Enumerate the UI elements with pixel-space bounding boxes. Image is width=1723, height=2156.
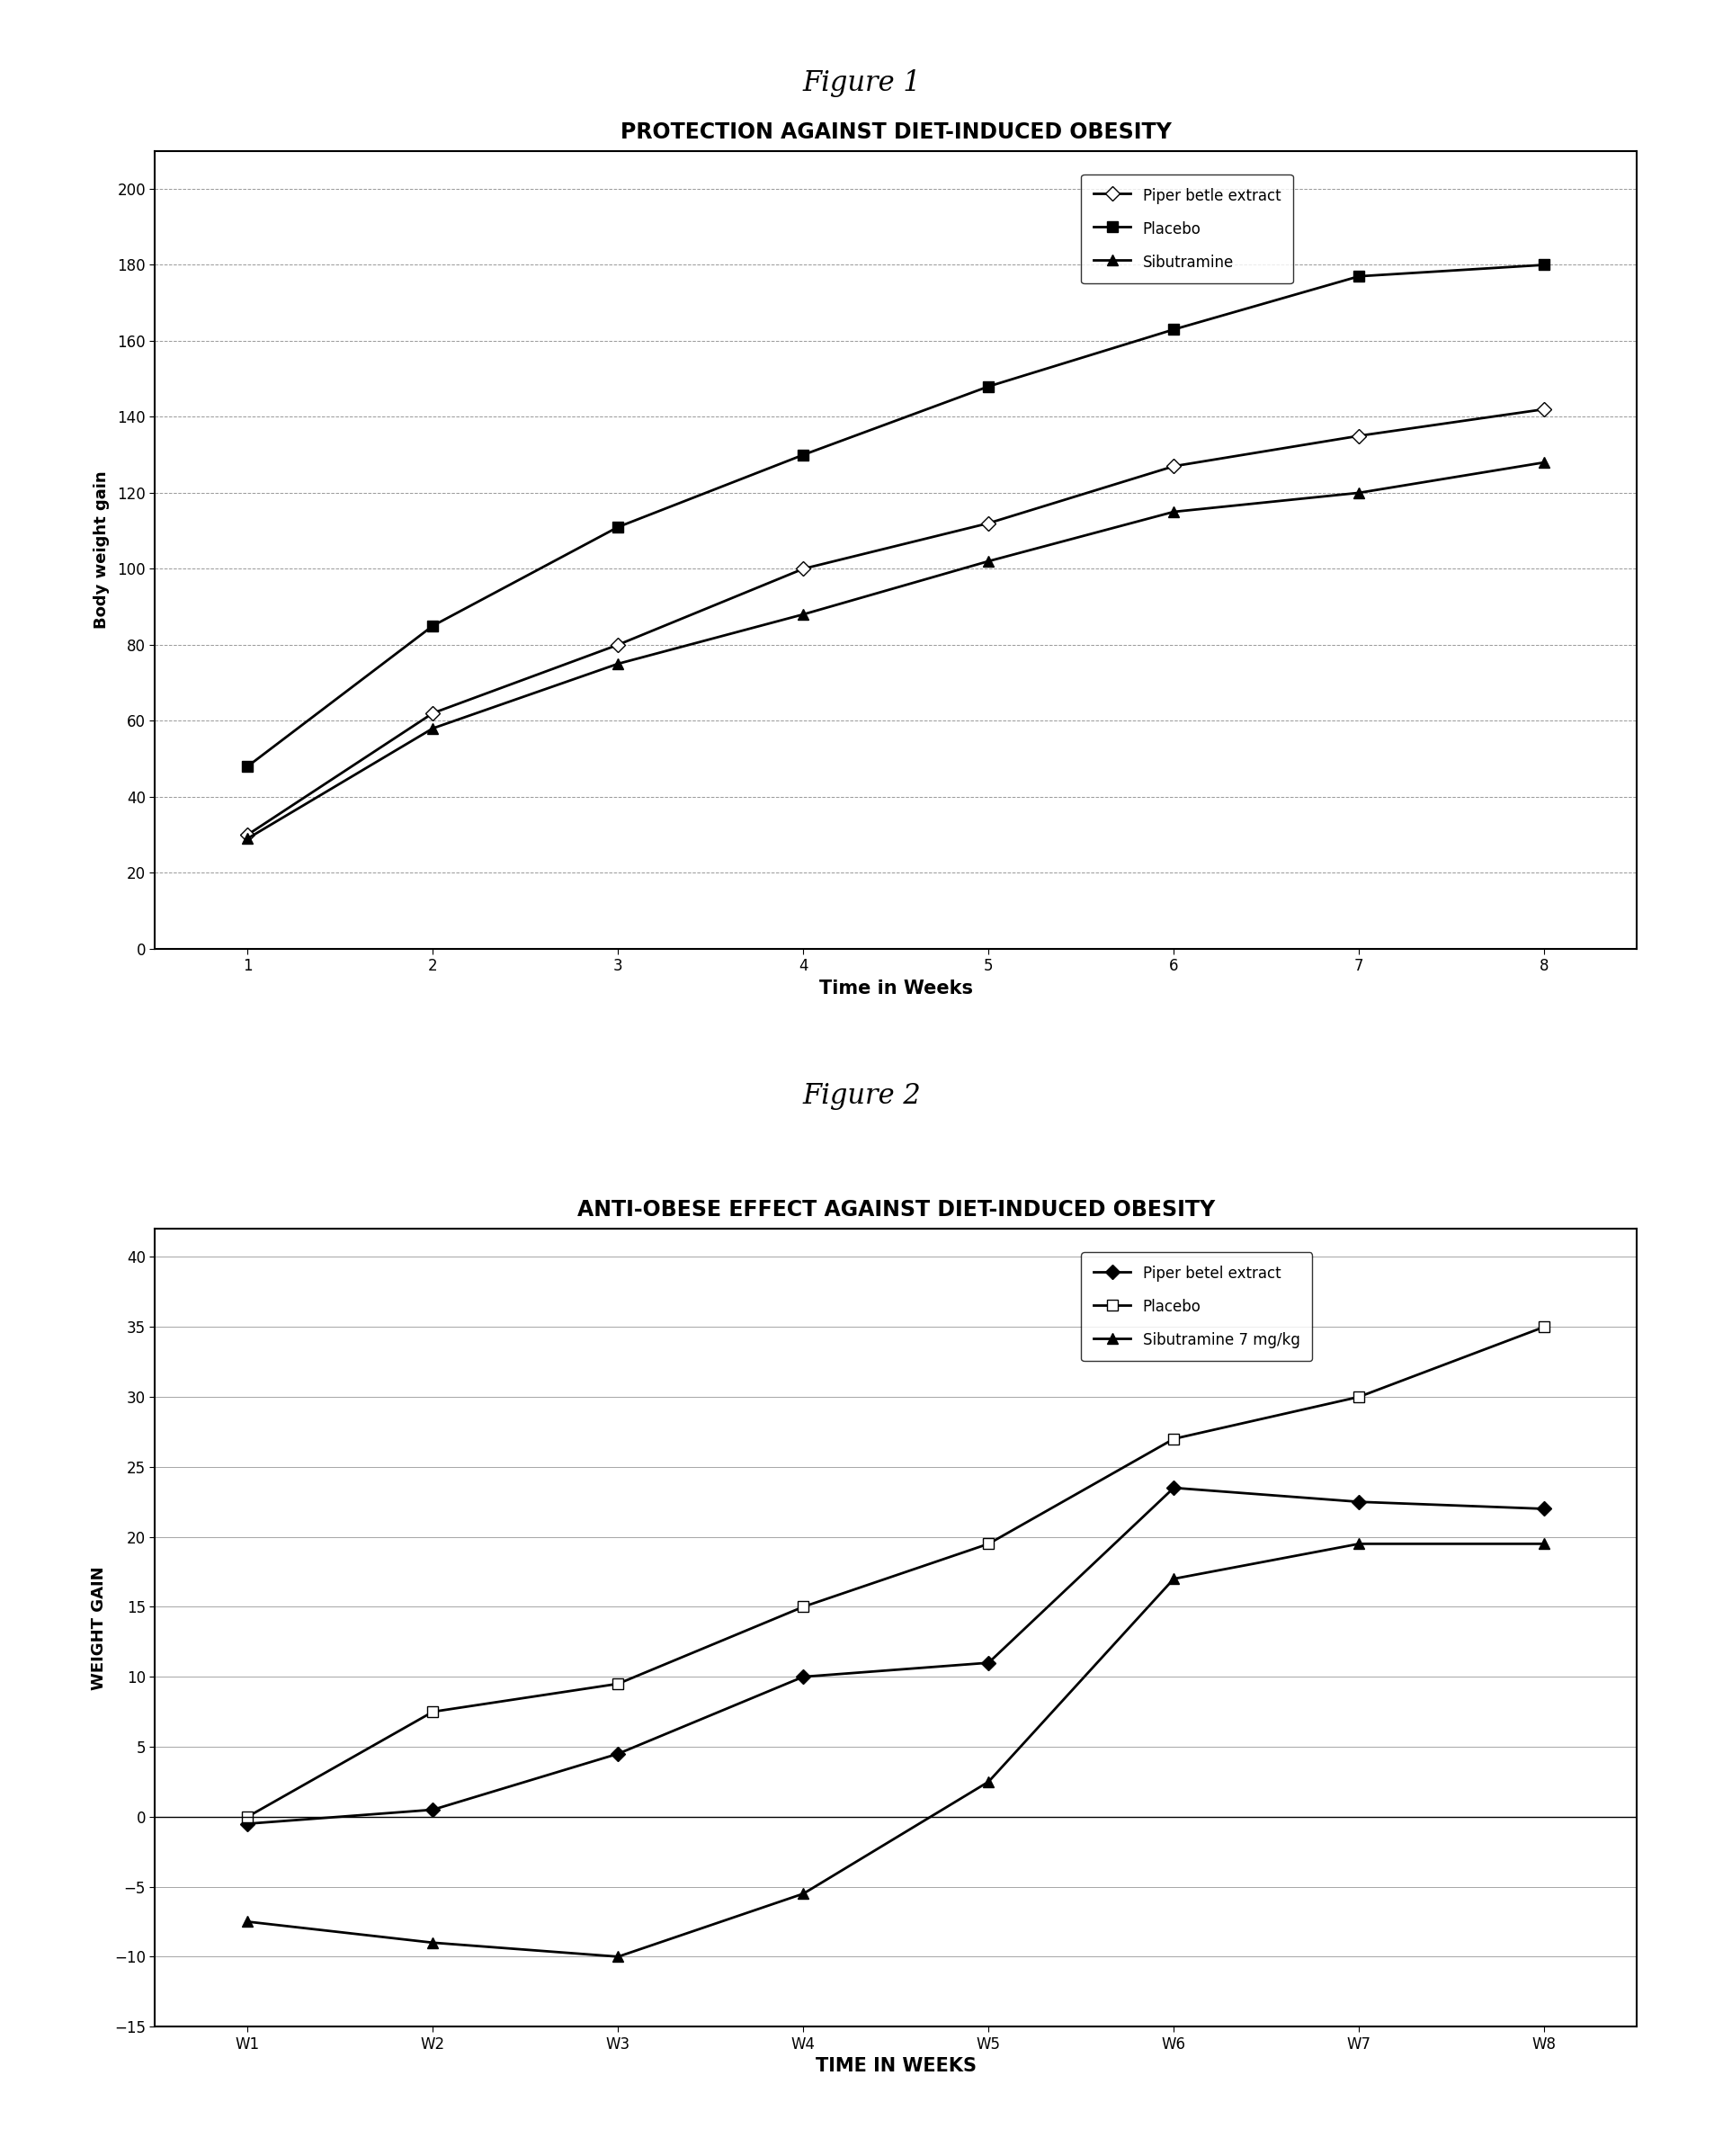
Sibutramine <box>238 826 258 852</box>
Legend: Piper betel extract, Placebo, Sibutramine 7 mg/kg: Piper betel extract, Placebo, Sibutramin… <box>1082 1253 1311 1360</box>
Line: Sibutramine: Sibutramine <box>243 457 1549 843</box>
Sibutramine <box>608 651 629 677</box>
Sibutramine 7 mg/kg <box>1349 1531 1370 1557</box>
Placebo <box>608 513 629 539</box>
Line: Piper betel extract: Piper betel extract <box>243 1483 1549 1828</box>
Line: Placebo: Placebo <box>243 261 1549 772</box>
Line: Sibutramine 7 mg/kg: Sibutramine 7 mg/kg <box>243 1539 1549 1962</box>
Piper betel extract <box>1533 1496 1554 1522</box>
Piper betel extract <box>1163 1475 1184 1501</box>
Text: Figure 1: Figure 1 <box>803 69 920 97</box>
Y-axis label: Body weight gain: Body weight gain <box>93 470 110 630</box>
Piper betle extract <box>979 511 999 537</box>
Y-axis label: WEIGHT GAIN: WEIGHT GAIN <box>91 1565 107 1690</box>
Sibutramine <box>1533 448 1554 474</box>
Placebo <box>1349 1384 1370 1410</box>
Sibutramine 7 mg/kg <box>793 1880 813 1906</box>
Placebo <box>1533 1313 1554 1339</box>
Placebo <box>238 752 258 778</box>
Placebo <box>1349 263 1370 289</box>
Piper betle extract <box>422 701 443 727</box>
Sibutramine 7 mg/kg <box>979 1768 999 1794</box>
Placebo <box>422 1699 443 1725</box>
Piper betel extract <box>1349 1490 1370 1516</box>
Text: Figure 2: Figure 2 <box>803 1082 920 1110</box>
Piper betle extract <box>1163 453 1184 479</box>
Piper betle extract <box>1349 423 1370 448</box>
Placebo <box>979 373 999 399</box>
Title: ANTI-OBESE EFFECT AGAINST DIET-INDUCED OBESITY: ANTI-OBESE EFFECT AGAINST DIET-INDUCED O… <box>577 1199 1215 1220</box>
Sibutramine <box>422 716 443 742</box>
X-axis label: Time in Weeks: Time in Weeks <box>818 979 973 998</box>
Sibutramine <box>1349 481 1370 507</box>
Placebo <box>793 442 813 468</box>
Placebo <box>979 1531 999 1557</box>
Line: Piper betle extract: Piper betle extract <box>243 403 1549 839</box>
Sibutramine <box>979 548 999 573</box>
Piper betel extract <box>793 1664 813 1690</box>
Piper betle extract <box>793 556 813 582</box>
Sibutramine 7 mg/kg <box>1163 1565 1184 1591</box>
Placebo <box>608 1671 629 1697</box>
Piper betle extract <box>608 632 629 658</box>
Sibutramine 7 mg/kg <box>608 1945 629 1971</box>
Legend: Piper betle extract, Placebo, Sibutramine: Piper betle extract, Placebo, Sibutramin… <box>1082 175 1292 282</box>
Placebo <box>1163 317 1184 343</box>
X-axis label: TIME IN WEEKS: TIME IN WEEKS <box>815 2057 977 2076</box>
Sibutramine 7 mg/kg <box>1533 1531 1554 1557</box>
Piper betel extract <box>979 1649 999 1675</box>
Placebo <box>793 1593 813 1619</box>
Piper betel extract <box>238 1811 258 1837</box>
Placebo <box>1163 1425 1184 1451</box>
Sibutramine <box>1163 498 1184 524</box>
Sibutramine 7 mg/kg <box>422 1930 443 1955</box>
Title: PROTECTION AGAINST DIET-INDUCED OBESITY: PROTECTION AGAINST DIET-INDUCED OBESITY <box>620 121 1172 142</box>
Sibutramine 7 mg/kg <box>238 1908 258 1934</box>
Line: Placebo: Placebo <box>243 1322 1549 1822</box>
Piper betel extract <box>608 1740 629 1766</box>
Piper betle extract <box>1533 397 1554 423</box>
Piper betle extract <box>238 821 258 847</box>
Piper betel extract <box>422 1796 443 1822</box>
Placebo <box>1533 252 1554 278</box>
Placebo <box>422 612 443 638</box>
Sibutramine <box>793 602 813 627</box>
Placebo <box>238 1805 258 1830</box>
